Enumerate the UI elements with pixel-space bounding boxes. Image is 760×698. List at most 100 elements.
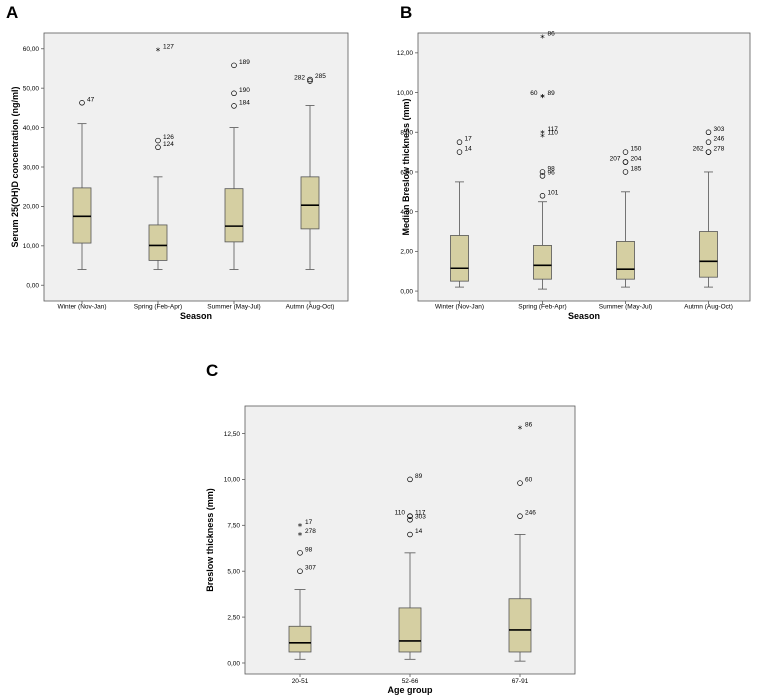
outlier-label: 246	[714, 136, 725, 143]
outlier-label: 86	[548, 30, 556, 37]
y-tick-label: 10,00	[224, 477, 241, 484]
outlier-label: 96	[548, 169, 556, 176]
outlier-marker	[705, 149, 712, 155]
outlier-marker	[231, 103, 237, 109]
y-tick-label: 2,50	[227, 614, 240, 621]
extreme-outlier-marker: *	[540, 94, 545, 104]
box-3	[699, 171, 718, 288]
y-axis-title: Serum 25(OH)D concentration (ng/ml)	[10, 86, 20, 247]
extreme-outlier-marker: *	[518, 425, 523, 435]
box-2	[224, 127, 244, 270]
outlier-label: 303	[714, 126, 725, 133]
plot-area	[417, 32, 751, 302]
outlier-marker	[307, 76, 313, 83]
outlier-label: 207	[610, 156, 621, 163]
y-tick-label: 60,00	[23, 46, 40, 53]
box-1	[148, 176, 168, 270]
outlier-label: 89	[415, 473, 423, 480]
y-tick-label: 12,50	[224, 431, 241, 438]
outlier-marker	[297, 550, 303, 556]
outlier-label: 101	[548, 189, 559, 196]
iqr-box	[224, 188, 244, 243]
y-tick-label: 40,00	[23, 125, 40, 132]
outlier-label: 185	[631, 165, 642, 172]
box-0	[450, 181, 469, 288]
x-axis-title: Season	[180, 311, 212, 321]
outlier-label: 110	[395, 510, 406, 517]
outlier-label: 150	[631, 146, 642, 153]
x-axis-title: Age group	[388, 685, 433, 695]
x-tick-label: 20-51	[292, 678, 309, 685]
outlier-label: 98	[305, 546, 313, 553]
outlier-label: 14	[415, 528, 423, 535]
outlier-marker	[231, 62, 237, 69]
box-3	[300, 105, 320, 270]
x-tick-label: Winter (Nov-Jan)	[57, 304, 106, 311]
y-tick-label: 2,00	[400, 249, 413, 256]
outlier-label: 117	[548, 126, 559, 133]
outlier-label: 282	[294, 75, 305, 82]
outlier-label: 17	[305, 519, 313, 526]
x-tick-label: Winter (Nov-Jan)	[435, 304, 484, 311]
outlier-label: 60	[530, 90, 538, 97]
outlier-label: 117	[415, 510, 426, 517]
outlier-marker	[622, 169, 629, 175]
box-1	[398, 552, 422, 660]
y-tick-label: 50,00	[23, 85, 40, 92]
y-tick-label: 10,00	[23, 243, 40, 250]
outlier-label: 110	[548, 130, 559, 137]
outlier-marker	[155, 137, 161, 144]
box-0	[288, 589, 312, 660]
outlier-marker	[517, 513, 523, 519]
y-tick-label: 7,50	[227, 523, 240, 530]
outlier-marker	[231, 90, 237, 97]
box-2	[508, 534, 532, 662]
y-tick-label: 30,00	[23, 164, 40, 171]
outlier-label: 204	[631, 156, 642, 163]
outlier-label: 17	[465, 136, 473, 143]
outlier-marker	[155, 144, 161, 151]
iqr-box	[616, 241, 635, 280]
y-tick-label: 5,00	[227, 569, 240, 576]
iqr-box	[533, 245, 552, 280]
x-tick-label: 67-91	[512, 678, 529, 685]
outlier-label: 126	[163, 134, 174, 141]
outlier-marker	[539, 173, 546, 179]
outlier-label: 262	[693, 146, 704, 153]
iqr-box	[450, 235, 469, 282]
y-tick-label: 8,00	[400, 130, 413, 137]
iqr-box	[398, 607, 422, 653]
iqr-box	[288, 625, 312, 653]
y-axis-title: Breslow thickness (mm)	[205, 488, 215, 592]
panel-letter: A	[6, 3, 18, 22]
x-tick-label: Spring (Feb-Apr)	[134, 304, 182, 311]
x-tick-label: Spring (Feb-Apr)	[518, 304, 566, 311]
outlier-label: 98	[548, 165, 556, 172]
outlier-label: 303	[415, 513, 426, 520]
extreme-outlier-marker: *	[298, 531, 303, 541]
outlier-label: 246	[525, 510, 536, 517]
x-tick-label: Autmn (Aug-Oct)	[684, 304, 733, 311]
panel-letter: B	[400, 3, 412, 22]
x-tick-label: Summer (May-Jul)	[207, 304, 260, 311]
outlier-label: 189	[239, 59, 250, 66]
x-tick-label: Autmn (Aug-Oct)	[286, 304, 335, 311]
extreme-outlier-marker: *	[540, 34, 545, 44]
outlier-marker	[456, 139, 463, 145]
x-tick-label: 52-66	[402, 678, 419, 685]
iqr-box	[508, 598, 532, 653]
panel-b: B 0,00 2,00 4,00 6,00 8,00 10,00 12,00 Winter (N…	[397, 3, 751, 321]
y-tick-label: 6,00	[400, 169, 413, 176]
outlier-label: 14	[465, 146, 473, 153]
iqr-box	[699, 231, 718, 278]
panel-a: A 0,00 10,00 20,00 30,00 40,00 50,00 60,00 Winte…	[6, 3, 349, 321]
box-2	[616, 191, 635, 288]
outlier-label: 184	[239, 99, 250, 106]
outlier-marker	[407, 517, 413, 523]
x-axis-title: Season	[568, 311, 600, 321]
extreme-outlier-marker: *	[298, 522, 303, 532]
outlier-label: 278	[305, 528, 316, 535]
outlier-marker	[517, 480, 523, 486]
outlier-label: 285	[315, 73, 326, 80]
